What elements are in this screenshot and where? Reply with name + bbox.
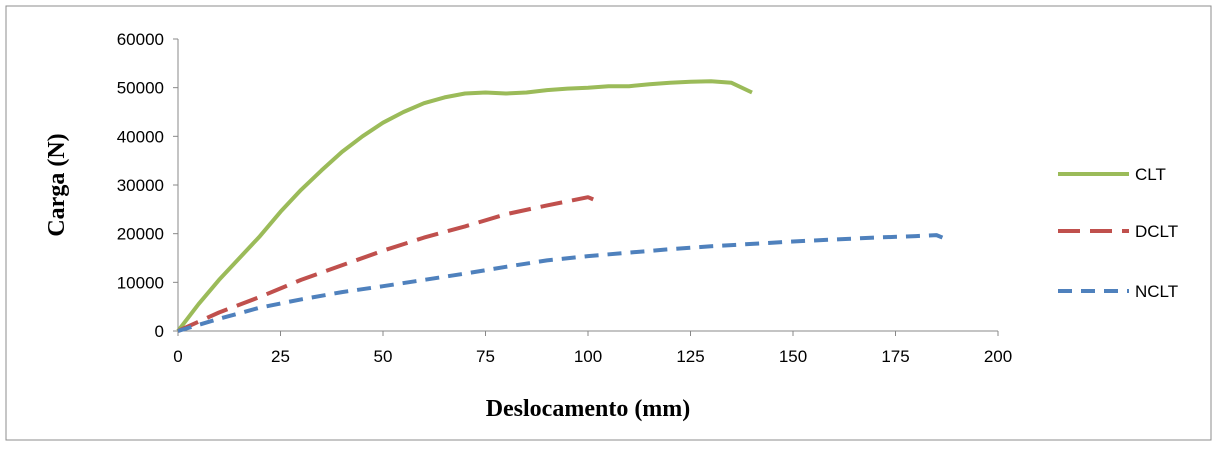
- x-tick-label: 175: [881, 347, 909, 366]
- y-tick-label: 0: [155, 322, 164, 341]
- x-tick-label: 100: [574, 347, 602, 366]
- y-tick-label: 60000: [117, 30, 164, 49]
- legend-label-nclt: NCLT: [1135, 282, 1178, 301]
- y-axis-title: Carga (N): [44, 133, 70, 236]
- x-tick-label: 75: [476, 347, 495, 366]
- x-tick-label: 0: [173, 347, 182, 366]
- x-tick-label: 200: [984, 347, 1012, 366]
- y-tick-label: 30000: [117, 176, 164, 195]
- y-tick-label: 20000: [117, 225, 164, 244]
- legend-label-dclt: DCLT: [1135, 222, 1178, 241]
- legend-label-clt: CLT: [1135, 165, 1166, 184]
- y-tick-label: 50000: [117, 79, 164, 98]
- x-tick-label: 25: [271, 347, 290, 366]
- series-line-dclt: [177, 195, 597, 333]
- y-tick-label: 40000: [117, 127, 164, 146]
- series-line-nclt: [177, 233, 946, 333]
- x-axis-title: Deslocamento (mm): [486, 396, 691, 422]
- x-tick-label: 150: [779, 347, 807, 366]
- x-tick-label: 125: [676, 347, 704, 366]
- x-tick-label: 50: [374, 347, 393, 366]
- y-tick-label: 10000: [117, 273, 164, 292]
- series-line-clt: [176, 79, 753, 333]
- chart-border: [5, 5, 1212, 441]
